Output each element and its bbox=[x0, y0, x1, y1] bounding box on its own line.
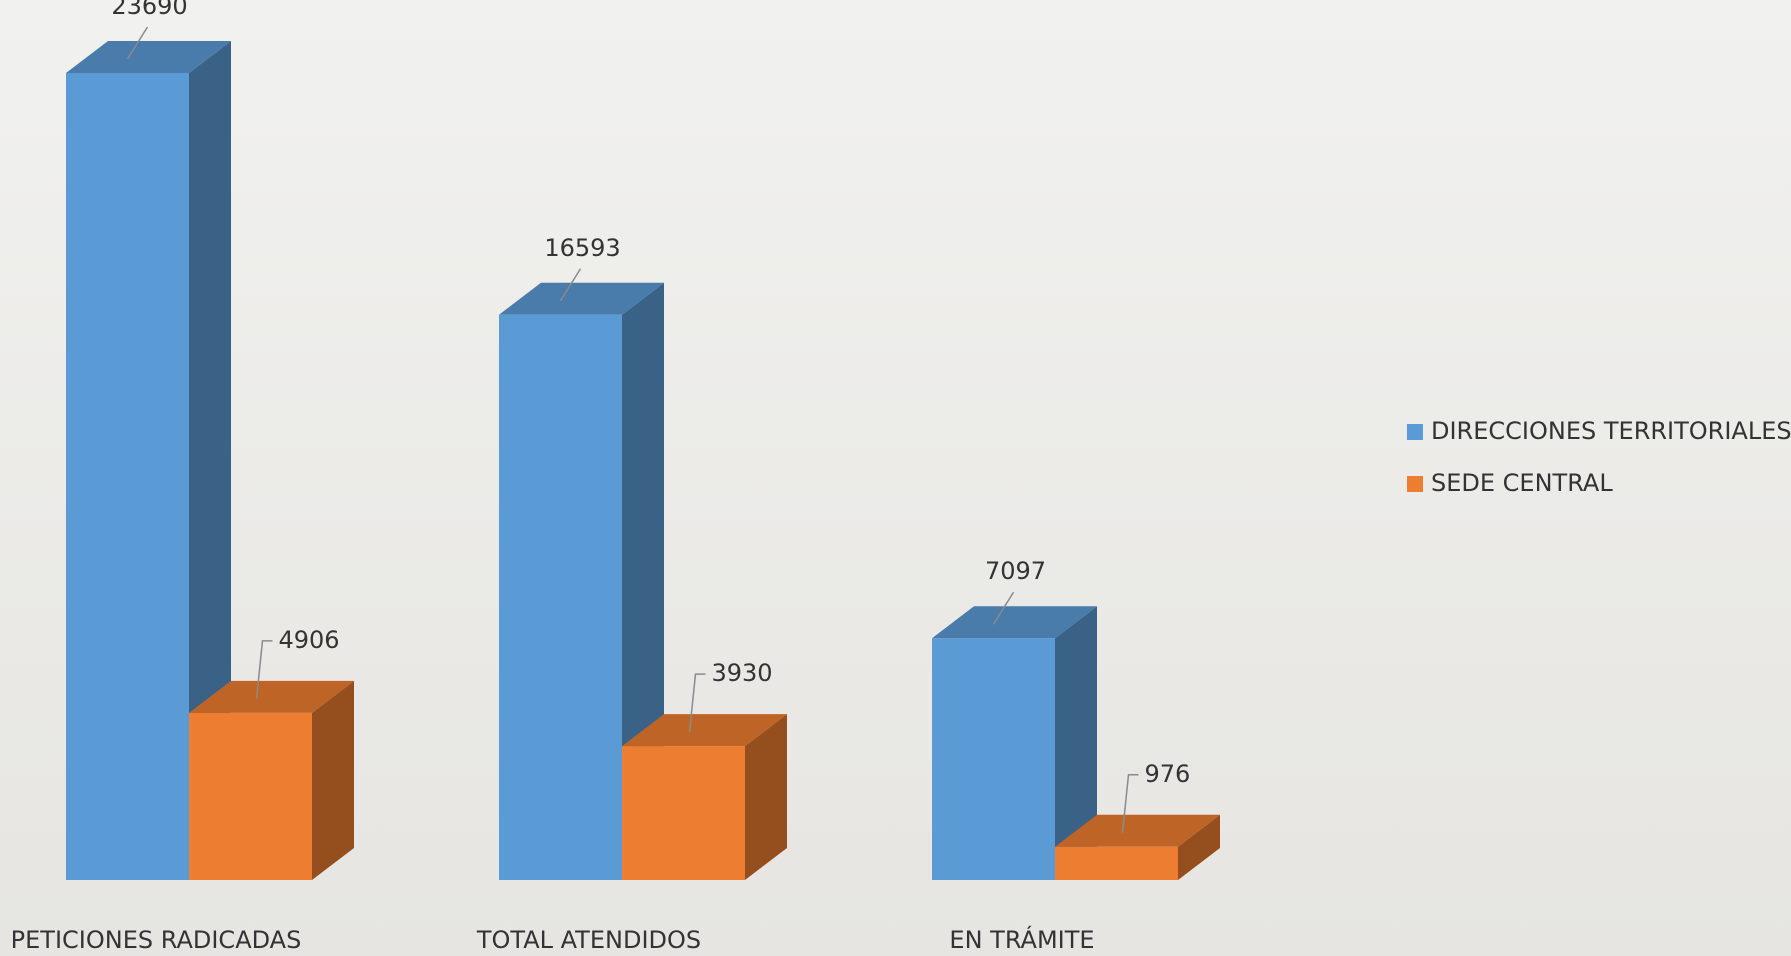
x-tick-label: PETICIONES RADICADAS bbox=[11, 926, 302, 954]
legend-label: SEDE CENTRAL bbox=[1431, 469, 1613, 497]
x-tick-label: EN TRÁMITE bbox=[949, 925, 1094, 954]
leader-line bbox=[1121, 774, 1139, 833]
bar-top bbox=[622, 714, 787, 747]
bar bbox=[189, 712, 312, 880]
legend-swatch bbox=[1407, 424, 1423, 440]
bar-top bbox=[189, 680, 354, 713]
bar bbox=[499, 314, 622, 880]
bar-top bbox=[932, 606, 1097, 639]
bar-side bbox=[189, 41, 231, 880]
bar-side bbox=[1055, 606, 1097, 880]
bar-side bbox=[745, 714, 787, 880]
leader-line bbox=[992, 591, 1015, 625]
bar-top bbox=[66, 41, 231, 73]
leader-line bbox=[688, 673, 706, 733]
legend-swatch bbox=[1407, 476, 1423, 492]
bar bbox=[1055, 846, 1178, 880]
x-tick-label: TOTAL ATENDIDOS bbox=[476, 926, 701, 954]
bar bbox=[66, 73, 189, 880]
leader-line bbox=[559, 268, 582, 302]
bar-top bbox=[1055, 814, 1220, 847]
bar-top bbox=[499, 282, 664, 315]
data-label: 976 bbox=[1145, 760, 1191, 788]
legend-label: DIRECCIONES TERRITORIALES bbox=[1431, 417, 1791, 445]
data-label: 3930 bbox=[712, 659, 773, 687]
bar bbox=[622, 746, 745, 880]
bar-side bbox=[1178, 814, 1220, 880]
data-label: 23690 bbox=[111, 0, 187, 20]
leader-line bbox=[255, 640, 273, 699]
bar bbox=[932, 638, 1055, 880]
bar-side bbox=[312, 680, 354, 880]
leader-line bbox=[126, 26, 149, 60]
data-label: 7097 bbox=[985, 557, 1046, 585]
data-label: 4906 bbox=[279, 626, 340, 654]
data-label: 16593 bbox=[544, 234, 620, 262]
